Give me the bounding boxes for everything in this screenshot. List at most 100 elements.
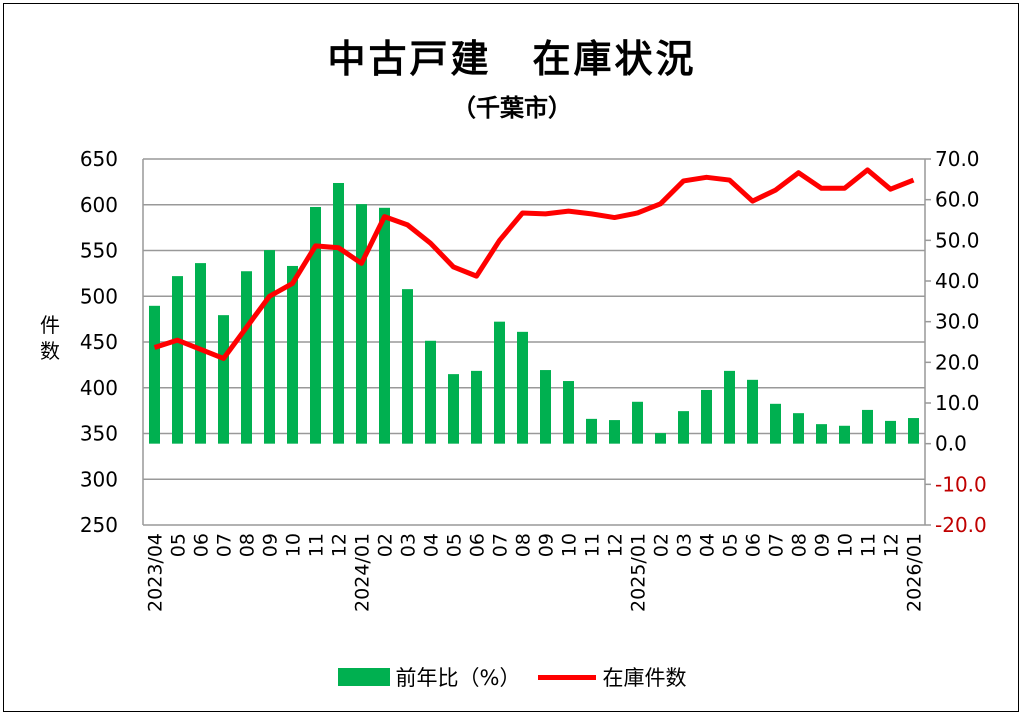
- bar-yoy-10: [563, 381, 574, 444]
- bar-yoy-07: [770, 403, 781, 444]
- x-tick-label: 12: [881, 533, 903, 557]
- chart-subtitle: （千葉市）: [452, 94, 572, 122]
- bar-yoy-2025/01: [632, 401, 643, 444]
- x-tick-label: 07: [766, 533, 788, 557]
- bar-yoy-11: [862, 409, 873, 444]
- bar-yoy-06: [747, 379, 758, 444]
- left-tick-label: 250: [80, 513, 118, 537]
- right-tick-label: -10.0: [935, 472, 987, 496]
- x-tick-label: 05: [720, 533, 742, 557]
- x-tick-label: 2023/04: [145, 533, 167, 612]
- bar-yoy-04: [701, 389, 712, 444]
- bar-yoy-08: [241, 271, 252, 444]
- bar-yoy-11: [586, 418, 597, 444]
- chart-title: 中古戸建 在庫状況: [327, 37, 697, 81]
- x-tick-label: 08: [513, 533, 535, 557]
- bar-yoy-06: [471, 370, 482, 444]
- bar-yoy-2024/01: [356, 204, 367, 444]
- x-tick-label: 03: [674, 533, 696, 557]
- bar-yoy-03: [402, 289, 413, 444]
- left-tick-label: 350: [80, 422, 118, 446]
- x-tick-label: 08: [237, 533, 259, 557]
- x-tick-label: 11: [582, 533, 604, 557]
- x-tick-label: 11: [858, 533, 880, 557]
- bar-yoy-04: [425, 340, 436, 444]
- line-inventory: [153, 167, 915, 361]
- x-tick-label: 06: [743, 533, 765, 557]
- bar-yoy-12: [333, 182, 344, 444]
- left-tick-label: 300: [80, 467, 118, 491]
- x-tick-label: 04: [421, 533, 443, 557]
- right-tick-label: -20.0: [935, 513, 987, 537]
- right-tick-label: 50.0: [935, 228, 980, 252]
- x-tick-label: 06: [191, 533, 213, 557]
- bar-yoy-10: [839, 425, 850, 444]
- bar-yoy-03: [678, 411, 689, 444]
- right-tick-label: 20.0: [935, 350, 980, 374]
- left-tick-label: 450: [80, 330, 118, 354]
- x-tick-label: 02: [375, 533, 397, 557]
- bar-yoy-05: [448, 374, 459, 444]
- x-tick-label: 2025/01: [628, 533, 650, 612]
- x-tick-label: 09: [260, 533, 282, 557]
- bar-yoy-10: [287, 265, 298, 444]
- x-tick-label: 12: [605, 533, 627, 557]
- right-tick-label: 40.0: [935, 269, 980, 293]
- bar-yoy-2026/01: [908, 418, 919, 444]
- legend-label-inventory: 在庫件数: [602, 666, 687, 690]
- right-tick-label: 60.0: [935, 188, 980, 212]
- bar-yoy-12: [609, 420, 620, 444]
- left-tick-label: 650: [80, 147, 118, 171]
- bar-yoy-12: [885, 420, 896, 444]
- bar-yoy-05: [172, 276, 183, 444]
- chart-frame: [3, 3, 1019, 712]
- x-tick-label: 12: [329, 533, 351, 557]
- left-tick-label: 600: [80, 193, 118, 217]
- x-tick-label: 09: [812, 533, 834, 557]
- bar-yoy-05: [724, 370, 735, 444]
- x-tick-label: 2026/01: [904, 533, 926, 612]
- bar-yoy-07: [218, 315, 229, 444]
- legend-item-inventory: 在庫件数: [538, 662, 686, 692]
- x-tick-label: 08: [789, 533, 811, 557]
- legend-label-yoy: 前年比（%）: [395, 666, 521, 690]
- bar-yoy-08: [517, 331, 528, 444]
- x-tick-label: 05: [168, 533, 190, 557]
- left-tick-label: 550: [80, 239, 118, 263]
- x-tick-label: 10: [559, 533, 581, 557]
- right-tick-label: 0.0: [935, 432, 967, 456]
- right-tick-label: 10.0: [935, 391, 980, 415]
- legend: 前年比（%） 在庫件数: [0, 662, 1024, 692]
- legend-item-yoy: 前年比（%）: [337, 662, 521, 692]
- x-tick-label: 11: [306, 533, 328, 557]
- x-tick-label: 07: [490, 533, 512, 557]
- x-tick-label: 03: [398, 533, 420, 557]
- bar-yoy-09: [264, 250, 275, 444]
- legend-swatch-bar: [337, 668, 390, 686]
- bar-yoy-08: [793, 413, 804, 444]
- x-tick-label: 06: [467, 533, 489, 557]
- bar-yoy-06: [195, 263, 206, 444]
- left-tick-label: 400: [80, 376, 118, 400]
- legend-swatch-line: [538, 674, 597, 680]
- x-tick-label: 10: [835, 533, 857, 557]
- right-tick-label: 70.0: [935, 147, 980, 171]
- left-tick-label: 500: [80, 284, 118, 308]
- x-tick-label: 04: [697, 533, 719, 557]
- bar-yoy-2023/04: [149, 305, 160, 444]
- bar-yoy-09: [540, 370, 551, 444]
- bar-yoy-02: [655, 433, 666, 444]
- x-tick-label: 02: [651, 533, 673, 557]
- x-tick-label: 07: [214, 533, 236, 557]
- bar-yoy-07: [494, 321, 505, 444]
- x-tick-label: 05: [444, 533, 466, 557]
- bar-yoy-11: [310, 206, 321, 444]
- right-tick-label: 30.0: [935, 310, 980, 334]
- y-axis-label-left: 件数: [40, 313, 60, 363]
- x-tick-label: 2024/01: [352, 533, 374, 612]
- x-tick-label: 09: [536, 533, 558, 557]
- bar-yoy-02: [379, 207, 390, 444]
- bar-yoy-09: [816, 424, 827, 444]
- x-tick-label: 10: [283, 533, 305, 557]
